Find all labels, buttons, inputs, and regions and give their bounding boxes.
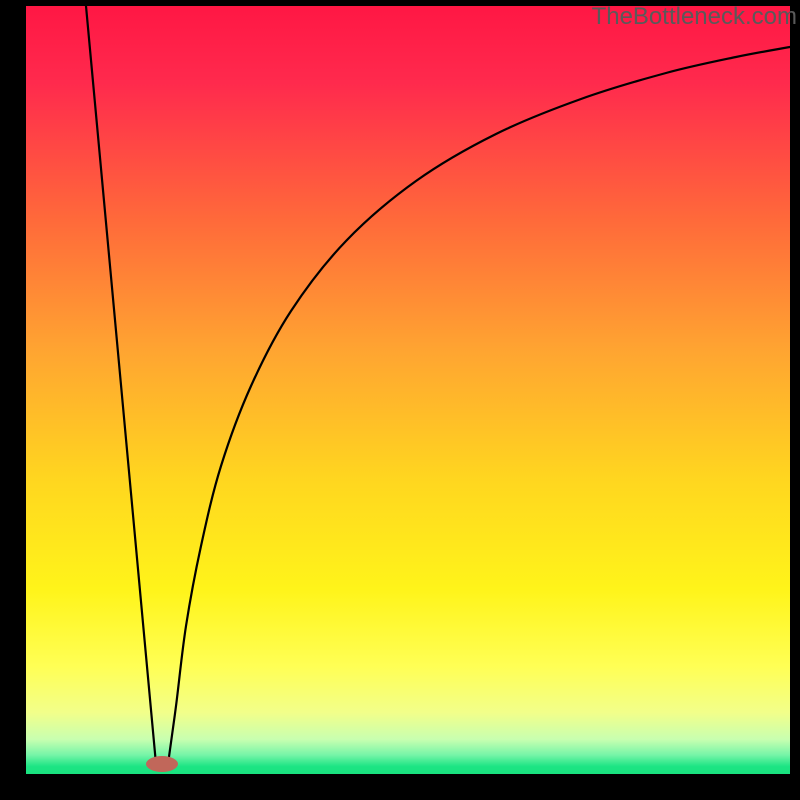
frame-left bbox=[0, 0, 26, 800]
watermark-label: TheBottleneck.com bbox=[592, 3, 797, 30]
curve-left-branch bbox=[86, 6, 156, 764]
frame-right bbox=[790, 0, 800, 800]
frame-bottom bbox=[0, 774, 800, 800]
curve-right-branch bbox=[168, 47, 790, 764]
watermark-text: TheBottleneck.com bbox=[592, 3, 797, 31]
chart-curve-layer bbox=[26, 6, 790, 774]
chart-marker-dot bbox=[146, 756, 178, 772]
chart-plot-area bbox=[26, 6, 790, 774]
